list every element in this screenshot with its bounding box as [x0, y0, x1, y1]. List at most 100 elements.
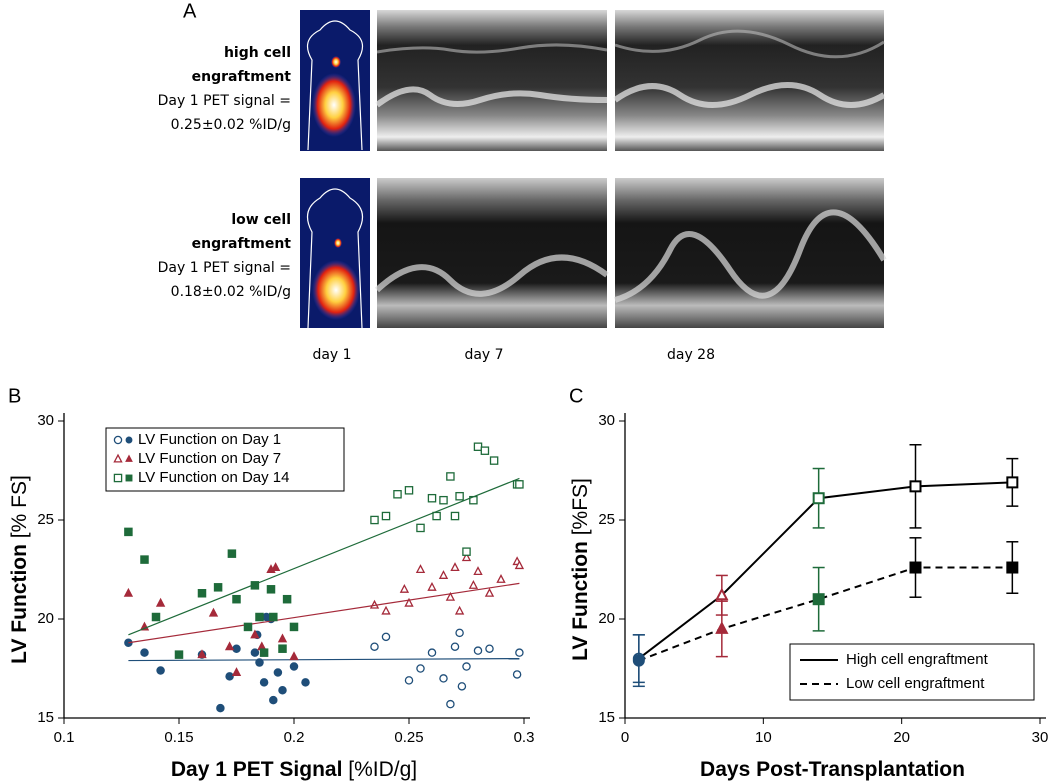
- marker: [250, 629, 260, 639]
- x-tick-label: 0.2: [284, 729, 305, 746]
- marker: [715, 587, 729, 601]
- marker: [273, 668, 283, 677]
- y-axis-label: LV Function [%FS]: [569, 478, 592, 661]
- marker: [255, 658, 264, 667]
- marker: [289, 651, 299, 661]
- marker: [156, 666, 165, 675]
- marker: [255, 612, 264, 622]
- marker: [174, 650, 184, 659]
- marker: [515, 648, 524, 657]
- x-tick-label: 0.3: [514, 729, 535, 746]
- echo-image: [375, 10, 608, 151]
- line: [638, 566, 1013, 662]
- line: [638, 481, 1013, 660]
- fit-line: [128, 658, 520, 662]
- row-label: engraftment: [192, 236, 292, 252]
- marker: [301, 678, 310, 687]
- marker: [512, 670, 522, 679]
- marker: [125, 474, 133, 482]
- marker: [277, 633, 288, 643]
- marker: [909, 561, 922, 574]
- marker: [455, 628, 464, 638]
- marker: [454, 605, 465, 615]
- legend-label: LV Function on Day 14: [138, 469, 289, 486]
- pet-image: [300, 10, 370, 151]
- legend-label: High cell engraftment: [846, 651, 989, 668]
- marker: [123, 587, 134, 597]
- panel-label: C: [569, 385, 583, 407]
- marker: [715, 621, 729, 634]
- marker: [468, 579, 479, 589]
- marker: [455, 491, 464, 501]
- marker: [140, 648, 149, 657]
- marker: [462, 547, 471, 556]
- x-axis-label-unit: [%ID/g]: [348, 758, 417, 781]
- marker: [231, 667, 242, 676]
- marker: [269, 612, 278, 622]
- y-axis-label-text: LV Function: [569, 541, 592, 661]
- row-label: Day 1 PET signal =: [158, 93, 291, 109]
- marker: [485, 644, 494, 653]
- marker: [446, 699, 455, 709]
- marker: [289, 662, 299, 671]
- y-axis-label-unit: [%FS]: [569, 478, 592, 535]
- marker: [259, 648, 269, 657]
- x-tick-label: 0: [621, 729, 629, 746]
- x-tick-label: 0.1: [54, 729, 75, 746]
- marker: [489, 456, 499, 465]
- marker: [125, 436, 133, 444]
- x-tick-label: 0.15: [164, 729, 193, 746]
- column-label: day 7: [464, 347, 503, 363]
- marker: [113, 435, 123, 445]
- marker: [225, 672, 234, 681]
- row-label: high cell: [224, 45, 291, 61]
- marker: [124, 527, 133, 537]
- marker: [125, 454, 133, 462]
- fit-line: [128, 477, 520, 636]
- panel-a: A high cell engraftment Day 1 PET signal…: [158, 0, 887, 363]
- echo-image: [613, 10, 886, 151]
- row-label: low cell: [231, 212, 291, 228]
- x-tick-label: 30: [1032, 729, 1049, 746]
- y-axis-label-unit: [% FS]: [8, 475, 31, 538]
- marker: [416, 523, 425, 533]
- x-tick-label: 20: [893, 729, 910, 746]
- pet-image: [300, 178, 370, 329]
- marker: [370, 642, 379, 651]
- marker: [278, 644, 287, 653]
- marker: [473, 566, 483, 576]
- x-axis-label: Day 1 PET Signal [%ID/g]: [171, 758, 417, 781]
- y-tick-label: 15: [37, 709, 54, 726]
- marker: [473, 646, 483, 655]
- marker: [289, 622, 299, 632]
- marker: [1006, 561, 1019, 574]
- marker: [113, 473, 123, 483]
- legend-label: Low cell engraftment: [846, 675, 985, 692]
- x-tick-label: 10: [755, 729, 772, 746]
- marker: [446, 472, 455, 481]
- y-tick-label: 15: [598, 709, 615, 726]
- panel-label: A: [183, 0, 197, 22]
- row-label: 0.25±0.02 %ID/g: [171, 117, 291, 133]
- marker: [140, 555, 149, 564]
- marker: [450, 511, 460, 521]
- marker: [393, 490, 402, 499]
- row-label: Day 1 PET signal =: [158, 260, 291, 276]
- marker: [224, 641, 235, 651]
- marker: [632, 654, 645, 667]
- marker: [381, 605, 391, 615]
- marker: [480, 446, 490, 455]
- marker: [269, 695, 278, 705]
- marker: [812, 593, 825, 606]
- x-tick-label: 0.25: [394, 729, 423, 746]
- marker: [381, 632, 391, 642]
- y-tick-label: 20: [37, 610, 54, 627]
- marker: [266, 585, 276, 594]
- marker: [404, 597, 414, 607]
- marker: [450, 642, 460, 651]
- column-label: day 28: [667, 347, 715, 363]
- marker: [227, 549, 237, 558]
- y-tick-label: 30: [598, 412, 615, 429]
- marker: [438, 570, 449, 579]
